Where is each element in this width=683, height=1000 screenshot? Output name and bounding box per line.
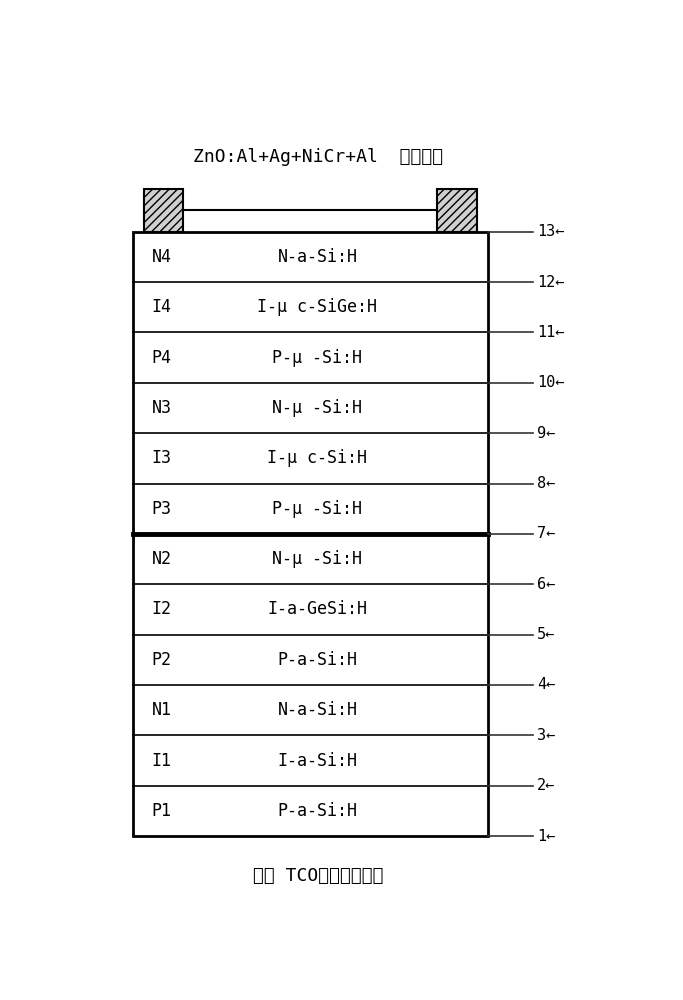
Text: I-μ c-SiGe:H: I-μ c-SiGe:H [257,298,378,316]
Text: N-a-Si:H: N-a-Si:H [277,248,357,266]
Text: N-μ -Si:H: N-μ -Si:H [273,399,363,417]
Text: 11←: 11← [537,325,564,340]
Text: I2: I2 [152,600,171,618]
Text: 超白 TCO透明导电玻璃: 超白 TCO透明导电玻璃 [253,867,384,885]
Text: 9←: 9← [537,426,555,441]
Text: P-μ -Si:H: P-μ -Si:H [273,349,363,367]
Text: P-a-Si:H: P-a-Si:H [277,802,357,820]
Bar [133,232,488,836]
Text: P1: P1 [152,802,171,820]
Text: P-a-Si:H: P-a-Si:H [277,651,357,669]
Text: 10←: 10← [537,375,564,390]
Text: N2: N2 [152,550,171,568]
Text: 7←: 7← [537,526,555,541]
Text: 8←: 8← [537,476,555,491]
Text: N-μ -Si:H: N-μ -Si:H [273,550,363,568]
Text: 5←: 5← [537,627,555,642]
Text: 6←: 6← [537,577,555,592]
Bar [143,189,183,232]
Text: I-a-Si:H: I-a-Si:H [277,752,357,770]
Text: P3: P3 [152,500,171,518]
Text: ZnO:Al+Ag+NiCr+Al  背电极层: ZnO:Al+Ag+NiCr+Al 背电极层 [193,148,443,166]
Text: 13←: 13← [537,224,564,239]
Text: 2←: 2← [537,778,555,793]
Text: N1: N1 [152,701,171,719]
Text: I4: I4 [152,298,171,316]
Text: 12←: 12← [537,275,564,290]
Text: I1: I1 [152,752,171,770]
Text: I-μ c-Si:H: I-μ c-Si:H [268,449,367,467]
Text: 1←: 1← [537,829,555,844]
Bar [437,189,477,232]
Text: N-a-Si:H: N-a-Si:H [277,701,357,719]
Text: I-a-GeSi:H: I-a-GeSi:H [268,600,367,618]
Text: N3: N3 [152,399,171,417]
Text: N4: N4 [152,248,171,266]
Text: P2: P2 [152,651,171,669]
Text: P-μ -Si:H: P-μ -Si:H [273,500,363,518]
Text: P4: P4 [152,349,171,367]
Text: I3: I3 [152,449,171,467]
Text: 3←: 3← [537,728,555,743]
Text: 4←: 4← [537,677,555,692]
